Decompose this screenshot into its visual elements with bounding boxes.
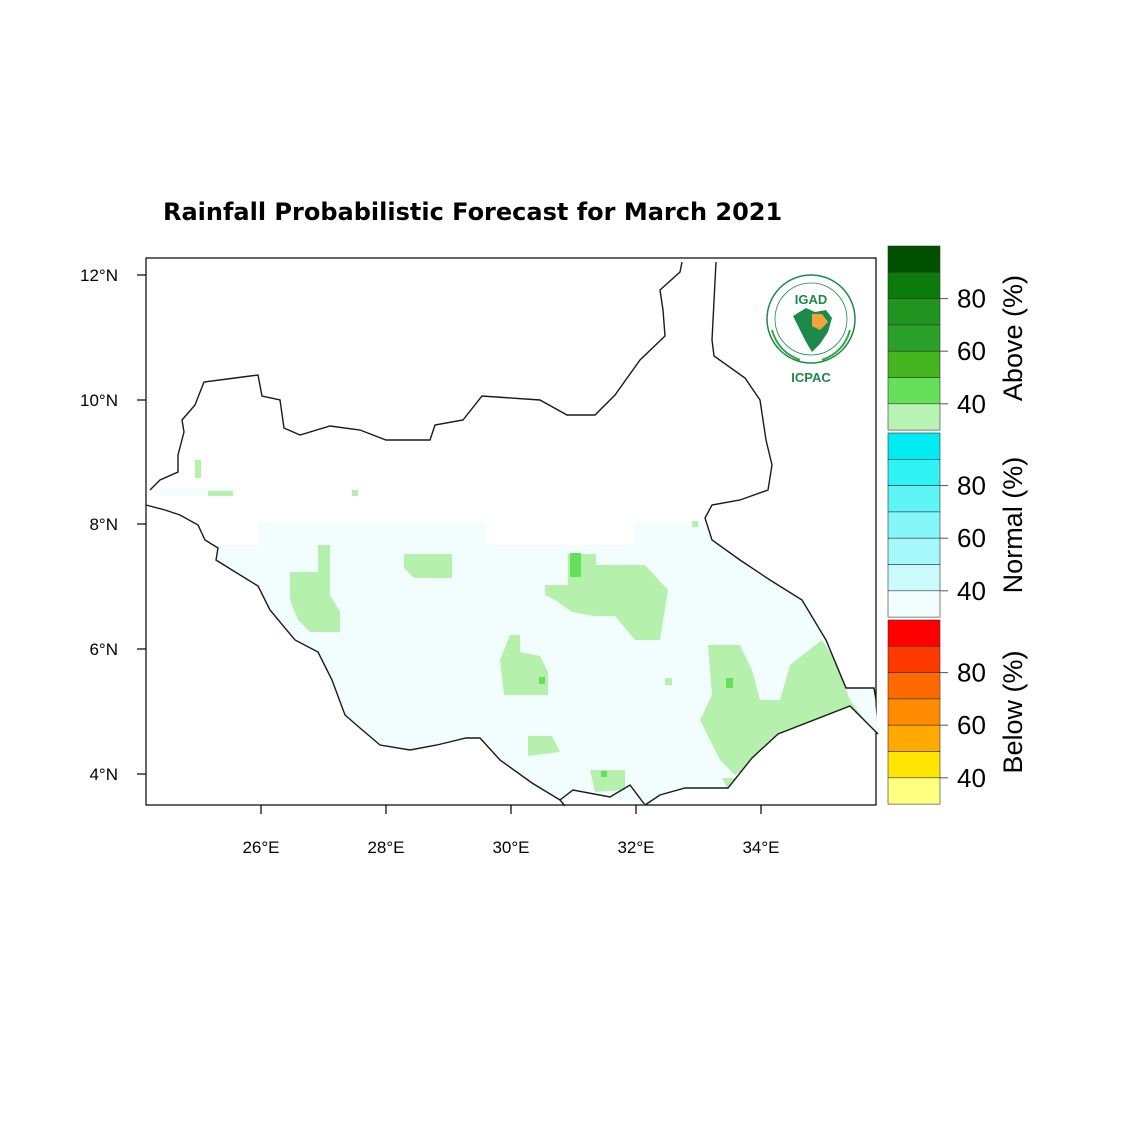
above-patch-south-border <box>590 770 625 792</box>
lat-tick-label: 6°N <box>89 640 118 659</box>
colorbar-swatch <box>887 511 941 539</box>
colorbar-swatch <box>887 485 941 513</box>
colorbar-swatch <box>887 432 941 460</box>
colorbar-swatch <box>887 245 941 273</box>
above-pixel-nw <box>195 460 201 478</box>
lon-tick-label: 32°E <box>617 838 654 857</box>
lat-tick-label: 8°N <box>89 515 118 534</box>
above-pixel-w <box>208 491 233 496</box>
above-pixel-n <box>352 490 358 496</box>
lon-tick-label: 26°E <box>242 838 279 857</box>
colorbar-tick-label: 40 <box>957 389 986 419</box>
colorbar-swatch <box>887 537 941 565</box>
colorbar-swatch <box>887 590 941 618</box>
colorbar-tick-label: 80 <box>957 284 986 314</box>
colorbar-swatch <box>887 271 941 299</box>
colorbar-swatch <box>887 564 941 592</box>
above-patch-west <box>290 545 340 632</box>
colorbar-swatch <box>887 751 941 779</box>
colorbar-swatch <box>887 298 941 326</box>
logo-icpac-text: ICPAC <box>791 370 831 385</box>
lat-axis: 12°N 10°N 8°N 6°N 4°N <box>80 266 146 784</box>
colorbar-swatch <box>887 698 941 726</box>
colorbar-swatch <box>887 324 941 352</box>
colorbar-tick-label: 80 <box>957 658 986 688</box>
colorbar: 80 60 40 Above (%) 80 60 40 Normal (%) 80 60 40 Bel… <box>887 245 1028 805</box>
colorbar-tick-label: 60 <box>957 710 986 740</box>
lat-tick-label: 4°N <box>89 765 118 784</box>
colorbar-tick-label: 40 <box>957 763 986 793</box>
colorbar-swatch <box>887 458 941 486</box>
lon-tick-label: 30°E <box>492 838 529 857</box>
lat-tick-label: 12°N <box>80 266 118 285</box>
country-border <box>145 261 879 806</box>
above-pixel-e <box>665 678 672 685</box>
colorbar-swatch <box>887 350 941 378</box>
logo-igad-text: IGAD <box>795 292 828 307</box>
colorbar-swatch <box>887 672 941 700</box>
colorbar-swatch <box>887 645 941 673</box>
normal-patch-west <box>160 488 235 496</box>
colorbar-tick-label: 80 <box>957 471 986 501</box>
colorbar-swatch <box>887 619 941 647</box>
above-patch-north-center <box>404 554 452 578</box>
above-cell-2 <box>726 678 733 688</box>
above-patch-south <box>528 736 560 756</box>
above-cell-1 <box>570 553 581 577</box>
above-patch-center <box>500 635 548 695</box>
colorbar-tick-label: 60 <box>957 523 986 553</box>
above-pixel-ne <box>692 521 698 527</box>
colorbar-tick-label: 40 <box>957 576 986 606</box>
colorbar-swatch <box>887 377 941 405</box>
figure-title: Rainfall Probabilistic Forecast for Marc… <box>163 198 783 226</box>
colorbar-group-label: Above (%) <box>998 275 1028 401</box>
above-cell-3 <box>539 677 545 684</box>
lon-tick-label: 34°E <box>742 838 779 857</box>
colorbar-swatch <box>887 724 941 752</box>
lon-tick-label: 28°E <box>367 838 404 857</box>
icpac-logo: IGAD ICPAC <box>766 274 856 385</box>
colorbar-swatch <box>887 777 941 805</box>
above-cell-4 <box>601 771 607 777</box>
lat-tick-label: 10°N <box>80 391 118 410</box>
colorbar-swatch <box>887 403 941 431</box>
above-patch-southeast <box>700 640 872 775</box>
lon-axis: 26°E 28°E 30°E 32°E 34°E <box>242 805 780 857</box>
colorbar-tick-label: 60 <box>957 336 986 366</box>
colorbar-group-label: Below (%) <box>998 651 1028 774</box>
neighbor-border-east <box>558 784 646 807</box>
colorbar-group-label: Normal (%) <box>998 457 1028 594</box>
